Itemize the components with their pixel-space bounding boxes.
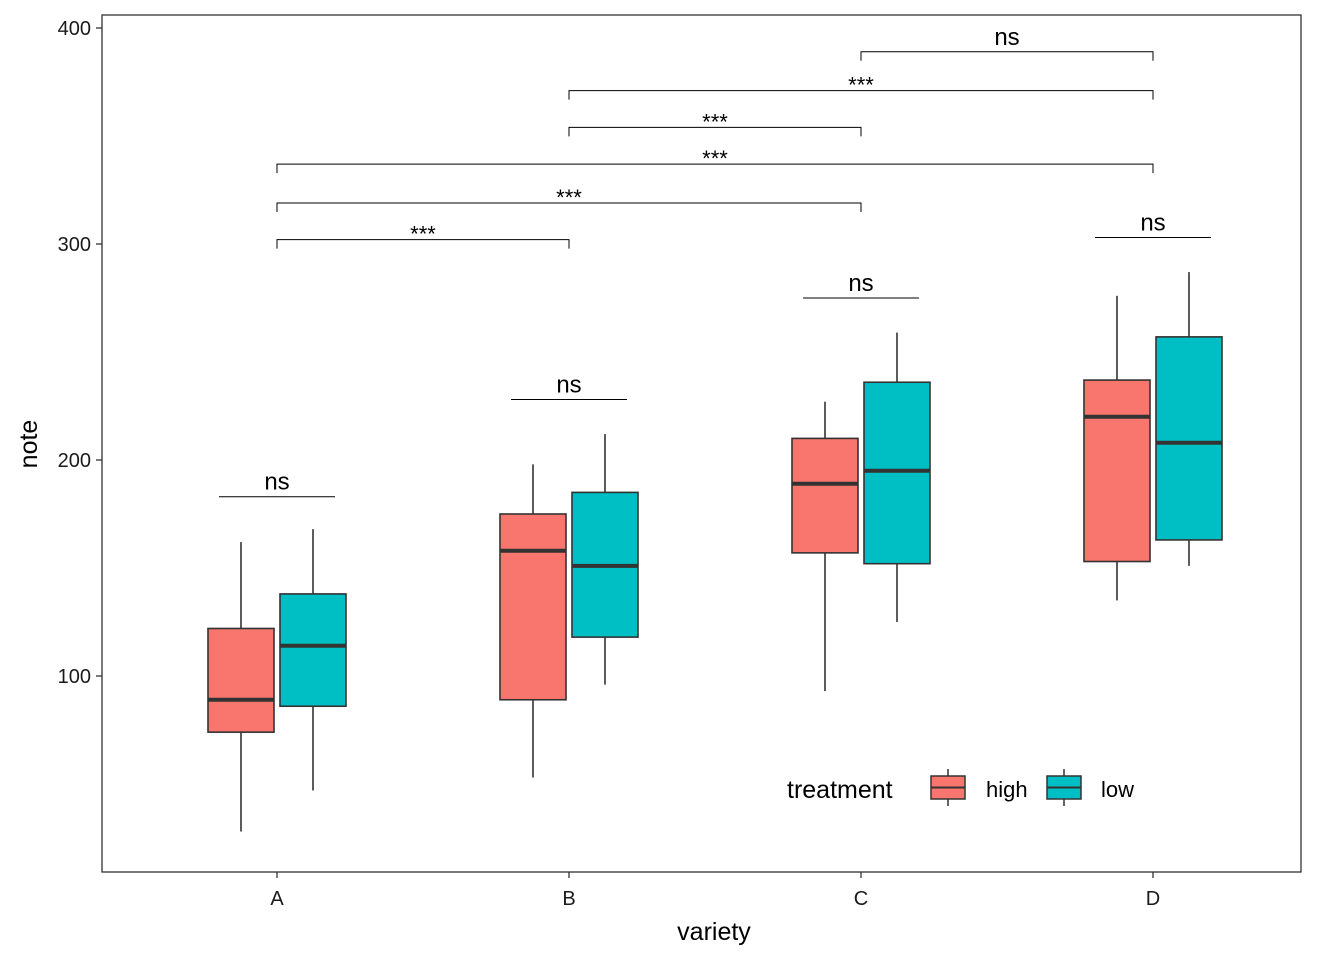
annotation-label: ns — [848, 270, 873, 297]
within-annotation-C: ns — [803, 270, 919, 299]
bracket-label: *** — [410, 222, 436, 247]
annotation-label: ns — [264, 469, 289, 496]
box-low-D — [1155, 272, 1223, 566]
box-low-B — [571, 434, 639, 685]
bracket-line — [276, 202, 862, 212]
y-axis-title: note — [15, 420, 43, 469]
x-axis-title: variety — [677, 918, 751, 946]
x-axis: A B C D — [270, 872, 1160, 910]
box-high-B — [499, 464, 567, 778]
plot-panel-border — [101, 14, 1302, 873]
box-body — [279, 593, 347, 708]
y-tick-label: 200 — [58, 450, 91, 472]
x-tick-label: B — [562, 888, 575, 910]
bracket-line — [568, 90, 1154, 100]
bracket-A-B: *** — [276, 222, 570, 249]
x-tick-label: C — [854, 888, 868, 910]
y-tick-label: 100 — [58, 666, 91, 688]
annotations-layer: ns ns ns ns *** *** *** *** *** ns — [219, 24, 1211, 498]
box-body — [863, 381, 931, 565]
bracket-label: *** — [848, 73, 874, 98]
bracket-line — [276, 163, 1154, 174]
bracket-line — [860, 51, 1154, 61]
legend-title: treatment — [787, 776, 893, 804]
annotation-label: ns — [556, 372, 581, 399]
legend-label-low: low — [1101, 777, 1134, 802]
legend-key-high — [930, 769, 966, 806]
y-tick-label: 300 — [58, 234, 91, 256]
within-annotation-B: ns — [511, 372, 627, 401]
bracket-A-D: *** — [276, 146, 1154, 174]
annotation-label: ns — [1140, 210, 1165, 237]
box-body — [499, 513, 567, 701]
box-low-A — [279, 529, 347, 791]
box-body — [1155, 336, 1223, 541]
within-annotation-A: ns — [219, 469, 335, 498]
box-high-A — [207, 542, 275, 832]
box-high-C — [791, 401, 859, 692]
bracket-line — [276, 239, 570, 249]
bracket-A-C: *** — [276, 185, 862, 212]
y-tick-label: 400 — [58, 18, 91, 40]
bracket-label: *** — [702, 146, 728, 171]
box-high-D — [1083, 295, 1151, 601]
bracket-label: *** — [702, 109, 728, 134]
bracket-B-C: *** — [568, 109, 862, 137]
legend-key-low — [1046, 769, 1082, 806]
y-axis: 100 200 300 400 — [58, 18, 102, 688]
x-tick-label: D — [1146, 888, 1160, 910]
box-body — [791, 437, 859, 554]
bracket-label: *** — [556, 185, 582, 210]
box-body — [207, 627, 275, 733]
box-body — [1083, 379, 1151, 563]
within-annotation-D: ns — [1095, 210, 1211, 239]
box-low-C — [863, 332, 931, 622]
bracket-C-D: ns — [860, 24, 1154, 61]
bracket-line — [568, 126, 862, 137]
x-tick-label: A — [270, 888, 284, 910]
legend: treatment high low — [787, 769, 1134, 806]
bracket-B-D: *** — [568, 73, 1154, 100]
legend-label-high: high — [986, 777, 1028, 802]
boxes-layer — [207, 272, 1223, 832]
bracket-label: ns — [994, 24, 1019, 51]
